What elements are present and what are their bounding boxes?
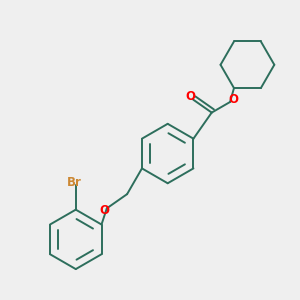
Text: O: O — [185, 90, 195, 103]
Text: O: O — [100, 204, 110, 217]
Text: O: O — [229, 93, 238, 106]
Text: Br: Br — [67, 176, 82, 188]
